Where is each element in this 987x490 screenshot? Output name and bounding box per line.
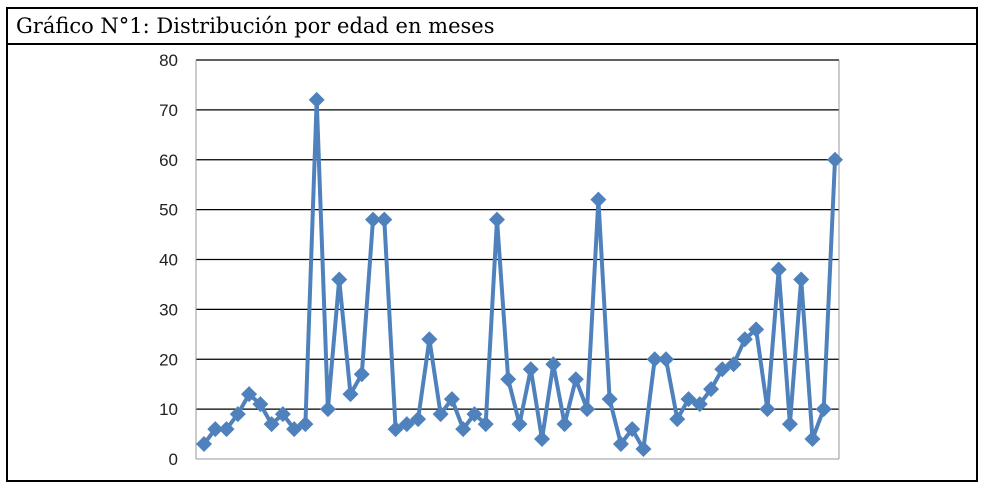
data-point-48 (736, 331, 753, 348)
figure-caption: Gráfico N°1: Distribución por edad en me… (8, 9, 976, 45)
data-point-8 (286, 421, 303, 438)
data-point-21 (432, 406, 449, 423)
data-point-32 (556, 416, 573, 433)
y-tick-label-50: 50 (159, 201, 178, 220)
chart-axes (195, 60, 840, 460)
data-point-7 (274, 406, 291, 423)
data-point-5 (252, 396, 269, 413)
data-point-17 (387, 421, 404, 438)
data-point-34 (579, 401, 596, 418)
data-point-12 (331, 271, 348, 288)
chart-grid (196, 59, 839, 410)
data-point-39 (635, 441, 652, 458)
data-point-40 (646, 351, 663, 368)
data-point-36 (601, 391, 618, 408)
y-tick-label-10: 10 (159, 400, 178, 419)
data-point-45 (703, 381, 720, 398)
y-tick-label-40: 40 (159, 251, 178, 270)
y-tick-label-20: 20 (159, 350, 178, 369)
data-point-33 (567, 371, 584, 388)
data-point-54 (804, 431, 821, 448)
y-tick-label-60: 60 (159, 151, 178, 170)
data-point-53 (793, 271, 810, 288)
y-tick-label-70: 70 (159, 101, 178, 120)
data-point-1 (207, 421, 224, 438)
data-point-46 (714, 361, 731, 378)
data-point-43 (680, 391, 697, 408)
data-point-30 (534, 431, 551, 448)
data-point-55 (815, 401, 832, 418)
data-point-47 (725, 356, 742, 373)
data-point-29 (522, 361, 539, 378)
data-point-0 (196, 436, 212, 453)
data-point-16 (376, 211, 393, 228)
data-point-24 (466, 406, 483, 423)
data-point-4 (241, 386, 258, 403)
data-point-15 (365, 211, 382, 228)
y-tick-label-0: 0 (169, 450, 178, 469)
data-point-18 (398, 416, 415, 433)
data-point-28 (511, 416, 528, 433)
data-point-49 (748, 321, 765, 338)
data-point-23 (455, 421, 472, 438)
data-point-19 (410, 411, 427, 428)
data-point-26 (488, 211, 505, 228)
data-point-27 (500, 371, 517, 388)
data-point-52 (781, 416, 798, 433)
data-point-44 (691, 396, 708, 413)
y-tick-label-80: 80 (159, 51, 178, 70)
data-point-37 (612, 436, 629, 453)
data-point-41 (657, 351, 674, 368)
data-point-14 (353, 366, 370, 383)
y-tick-label-30: 30 (159, 300, 178, 319)
data-point-9 (297, 416, 314, 433)
data-point-13 (342, 386, 359, 403)
data-point-22 (443, 391, 460, 408)
chart-series (196, 91, 843, 458)
data-point-10 (308, 91, 325, 108)
data-point-31 (545, 356, 562, 373)
data-point-20 (421, 331, 438, 348)
data-point-6 (263, 416, 280, 433)
data-point-56 (827, 151, 843, 168)
data-point-35 (590, 191, 607, 208)
data-point-38 (624, 421, 641, 438)
data-point-11 (319, 401, 336, 418)
data-point-3 (229, 406, 246, 423)
data-point-2 (218, 421, 235, 438)
figure-frame: Gráfico N°1: Distribución por edad en me… (6, 7, 978, 482)
data-point-42 (669, 411, 686, 428)
data-point-50 (759, 401, 776, 418)
data-point-51 (770, 261, 787, 278)
series-line (202, 97, 837, 451)
y-axis-ticks: 0 10 20 30 40 50 60 70 80 (159, 51, 178, 469)
data-point-25 (477, 416, 494, 433)
